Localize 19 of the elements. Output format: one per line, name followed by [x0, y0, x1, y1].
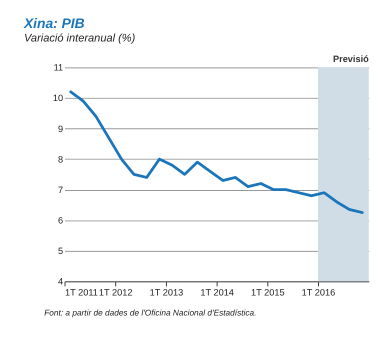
x-tick-label: 1T 2016 [302, 288, 336, 298]
x-tick-label: 1T 2014 [200, 288, 234, 298]
y-tick-label: 11 [54, 62, 64, 73]
line-series [69, 90, 364, 214]
x-tick-label: 1T 2015 [250, 288, 285, 298]
y-tick-label: 10 [52, 93, 64, 104]
chart-title: Xina: PIB [22, 14, 85, 31]
x-tick-label: 1T 2013 [150, 288, 184, 298]
band-label: Previsió [332, 54, 370, 64]
y-tick-label: 5 [58, 246, 64, 256]
y-tick-label: 8 [58, 154, 64, 164]
chart-subtitle: Variació interanual (%) [24, 32, 136, 45]
y-tick-label: 9 [58, 124, 64, 134]
x-tick-label: 1T 2012 [98, 288, 132, 298]
y-tick-label: 4 [58, 276, 64, 287]
y-tick-label: 6 [58, 215, 64, 226]
text: Font: a partir de dades de l'Oficina Nacional d'Estadística. [44, 307, 256, 318]
y-tick-label: 7 [58, 184, 64, 195]
x-tick-label: 1T 2011 [65, 288, 98, 298]
